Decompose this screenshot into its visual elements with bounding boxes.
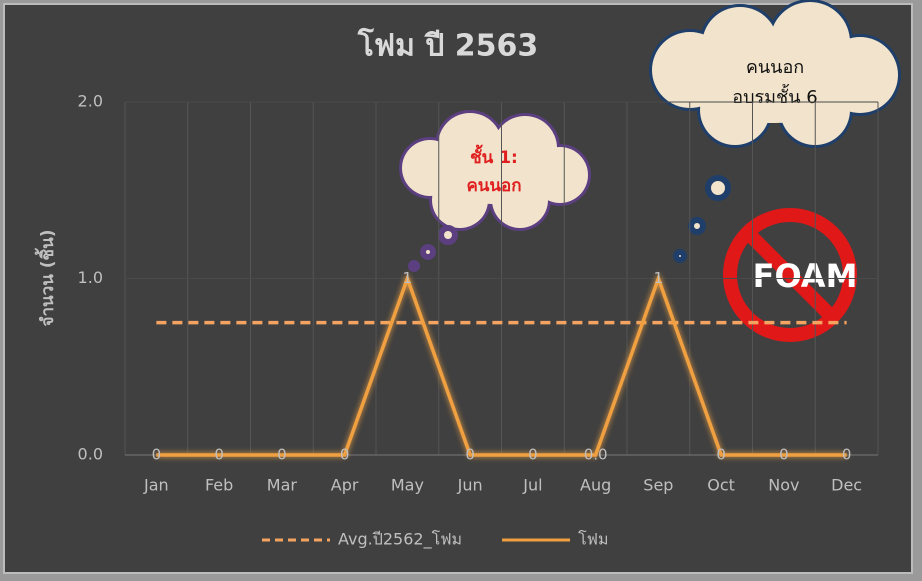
no-sign-slash	[743, 228, 837, 322]
data-label: 0	[340, 446, 350, 464]
data-label: 0	[152, 446, 162, 464]
x-tick-label: Apr	[331, 476, 359, 495]
no-foam-icon	[723, 208, 857, 342]
legend-label: โฟม	[578, 530, 608, 549]
callout-text: คนนอก	[466, 176, 521, 196]
callout-text: อบรมชั้น 6	[732, 84, 817, 108]
x-tick-label: Sep	[643, 476, 673, 495]
data-label: 0	[277, 446, 287, 464]
x-tick-label: Feb	[205, 476, 233, 495]
x-tick-label: Aug	[580, 476, 611, 495]
chart-title: โฟม ปี 2563	[357, 27, 539, 64]
legend-label: Avg.ปี2562_โฟม	[338, 530, 462, 550]
y-tick-label: 0.0	[78, 445, 103, 464]
x-tick-label: Oct	[707, 476, 735, 495]
no-sign	[723, 208, 857, 342]
series-line	[156, 273, 847, 457]
data-label: 0.0	[584, 446, 608, 464]
data-label: 0	[214, 446, 224, 464]
data-label: 0	[779, 446, 789, 464]
x-tick-label: Jan	[143, 476, 169, 495]
x-tick-label: Jul	[522, 476, 542, 495]
y-tick-label: 1.0	[78, 268, 103, 287]
x-tick-label: Jun	[457, 476, 483, 495]
x-tick-label: Dec	[831, 476, 862, 495]
data-label: 0	[842, 446, 852, 464]
plot-area: 0.0 1.0 2.0 Jan Feb Mar Apr May Jun Jul Aug Sep Oct N…	[78, 92, 879, 550]
x-tick-label: Nov	[768, 476, 799, 495]
data-label: 0	[716, 446, 726, 464]
callout-text: ชั้น 1:	[470, 144, 518, 168]
cloud	[399, 110, 591, 272]
data-label: 0	[465, 446, 475, 464]
data-label: 1	[654, 269, 664, 287]
icon-text: FOAM	[753, 257, 858, 295]
data-label: 0	[528, 446, 538, 464]
x-tick-label: May	[391, 476, 424, 495]
y-tick-label: 2.0	[78, 92, 103, 111]
callouts	[399, 0, 901, 272]
data-label: 1	[403, 269, 413, 287]
callout-text: คนนอก	[746, 57, 804, 78]
cloud	[649, 0, 901, 263]
y-axis-label: จำนวน (ชิ้น)	[34, 230, 58, 327]
x-tick-label: Mar	[267, 476, 298, 495]
